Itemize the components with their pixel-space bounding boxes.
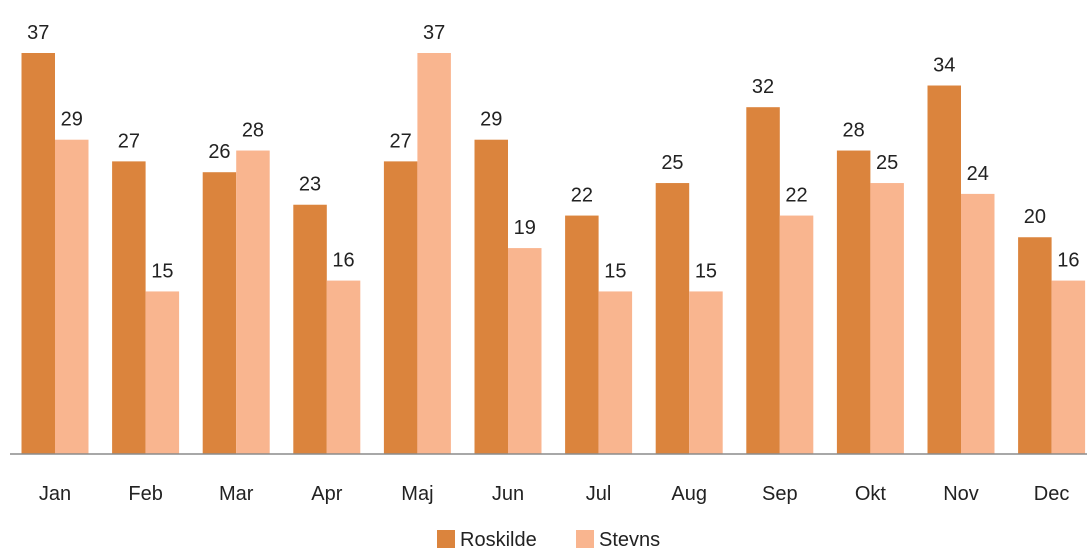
x-tick-label-mar: Mar	[219, 483, 254, 505]
bar-roskilde-nov	[927, 85, 961, 454]
data-label-stevns-nov: 24	[967, 163, 989, 185]
data-label-roskilde-sep: 32	[752, 76, 774, 98]
data-labels-layer: 37 29 27 15 26 28 23 16 27 37 29 19 22 15 25 15 32 22 28 25…	[27, 22, 1079, 282]
x-tick-label-nov: Nov	[943, 483, 979, 505]
legend-swatch-roskilde	[437, 530, 455, 548]
data-label-roskilde-apr: 23	[299, 174, 321, 196]
bar-stevns-sep	[779, 215, 814, 454]
x-tick-label-sep: Sep	[762, 483, 798, 505]
bar-stevns-maj	[417, 53, 451, 454]
data-label-roskilde-nov: 34	[933, 55, 955, 77]
data-label-roskilde-dec: 20	[1024, 206, 1046, 228]
data-label-stevns-aug: 15	[695, 260, 717, 282]
x-tick-label-maj: Maj	[401, 483, 433, 505]
bars-layer	[21, 53, 1086, 455]
data-label-stevns-jul: 15	[604, 260, 626, 282]
bar-stevns-nov	[961, 193, 995, 454]
bar-roskilde-mar	[202, 172, 237, 454]
bar-stevns-dec	[1051, 280, 1086, 454]
data-label-stevns-mar: 28	[242, 120, 264, 142]
bar-roskilde-sep	[746, 107, 780, 455]
data-label-stevns-okt: 25	[876, 152, 898, 174]
data-label-roskilde-jun: 29	[480, 109, 502, 131]
data-label-stevns-maj: 37	[423, 22, 445, 44]
data-label-stevns-jun: 19	[514, 217, 536, 239]
data-label-roskilde-okt: 28	[843, 120, 865, 142]
x-tick-label-jan: Jan	[39, 483, 71, 505]
data-label-stevns-sep: 22	[785, 185, 807, 207]
data-label-roskilde-jan: 37	[27, 22, 49, 44]
data-label-roskilde-jul: 22	[571, 185, 593, 207]
bar-roskilde-jun	[474, 139, 508, 454]
bar-stevns-feb	[145, 291, 180, 454]
bar-roskilde-okt	[836, 150, 871, 455]
bar-roskilde-feb	[112, 161, 146, 455]
data-label-stevns-jan: 29	[61, 109, 83, 131]
bar-roskilde-apr	[293, 204, 327, 454]
bar-roskilde-jul	[565, 215, 599, 454]
legend-label-roskilde: Roskilde	[460, 529, 537, 551]
legend-label-stevns: Stevns	[599, 529, 660, 551]
bar-stevns-apr	[326, 280, 361, 454]
bar-stevns-jul	[598, 291, 633, 454]
data-label-roskilde-aug: 25	[661, 152, 683, 174]
x-tick-label-dec: Dec	[1034, 483, 1070, 505]
x-tick-label-jun: Jun	[492, 483, 524, 505]
data-label-stevns-dec: 16	[1057, 250, 1079, 272]
data-label-roskilde-maj: 27	[390, 130, 412, 152]
data-label-roskilde-feb: 27	[118, 130, 140, 152]
bar-roskilde-jan	[21, 53, 55, 454]
data-label-roskilde-mar: 26	[208, 141, 230, 163]
bar-roskilde-dec	[1018, 237, 1052, 454]
bar-roskilde-maj	[383, 161, 418, 455]
data-label-stevns-feb: 15	[151, 260, 173, 282]
x-tick-label-aug: Aug	[671, 483, 707, 505]
bar-stevns-aug	[689, 291, 723, 454]
x-tick-label-jul: Jul	[586, 483, 612, 505]
legend-swatch-stevns	[576, 530, 594, 548]
bar-stevns-mar	[236, 150, 270, 455]
x-tick-labels: Jan Feb Mar Apr Maj Jun Jul Aug Sep Okt Nov Dec	[39, 483, 1070, 505]
data-label-stevns-apr: 16	[332, 250, 354, 272]
bar-stevns-jun	[508, 248, 542, 454]
x-tick-label-feb: Feb	[128, 483, 162, 505]
legend: Roskilde Stevns	[437, 529, 660, 551]
x-tick-label-okt: Okt	[855, 483, 887, 505]
bar-stevns-jan	[55, 139, 89, 454]
bar-stevns-okt	[870, 183, 904, 454]
x-tick-label-apr: Apr	[311, 483, 342, 505]
bar-roskilde-aug	[655, 183, 690, 454]
